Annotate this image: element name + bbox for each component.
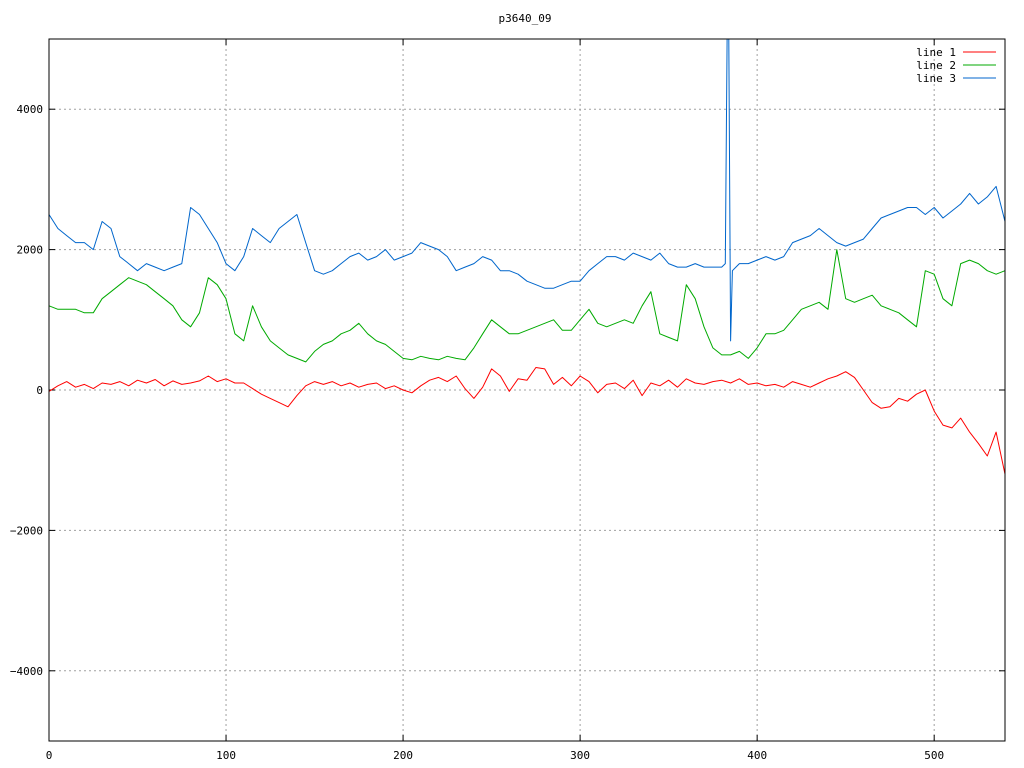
y-tick-label: 4000 xyxy=(17,103,44,116)
y-tick-label: 2000 xyxy=(17,244,44,257)
x-tick-label: 400 xyxy=(747,749,767,762)
y-tick-label: −4000 xyxy=(10,665,43,678)
legend-label-3: line 3 xyxy=(916,72,956,85)
series-layer xyxy=(48,38,1006,475)
x-tick-label: 100 xyxy=(216,749,236,762)
chart-title: p3640_09 xyxy=(499,12,552,25)
y-tick-label: 0 xyxy=(36,384,43,397)
series-line-2 xyxy=(48,249,1006,363)
plot-frame xyxy=(48,38,1006,742)
x-tick-label: 0 xyxy=(46,749,53,762)
x-tick-label: 200 xyxy=(393,749,413,762)
legend-label-1: line 1 xyxy=(916,46,956,59)
legend-label-2: line 2 xyxy=(916,59,956,72)
x-tick-label: 300 xyxy=(570,749,590,762)
series-line-3 xyxy=(48,38,1006,342)
grid xyxy=(49,39,1005,741)
axes: 0 100 200 300 400 500 −4000 −2000 0 2000 4000 xyxy=(10,39,1005,762)
y-tick-label: −2000 xyxy=(10,524,43,537)
x-tick-label: 500 xyxy=(924,749,944,762)
series-line-1 xyxy=(48,367,1006,475)
